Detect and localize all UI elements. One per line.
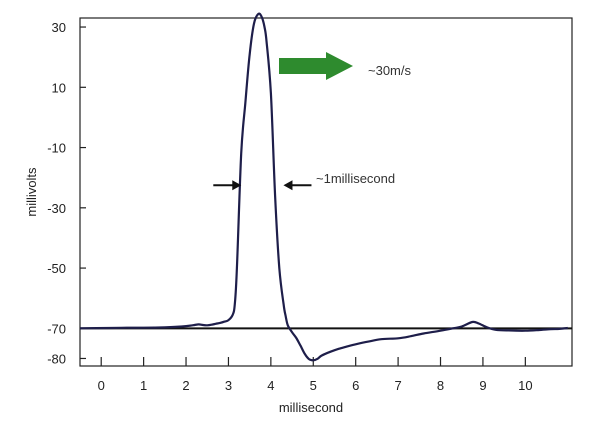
- x-tick-label: 4: [267, 378, 274, 393]
- x-tick-label: 3: [225, 378, 232, 393]
- x-tick-label: 2: [182, 378, 189, 393]
- x-tick-label: 8: [437, 378, 444, 393]
- x-tick-label: 5: [310, 378, 317, 393]
- plot-frame: [79, 17, 573, 367]
- width-arrows: [213, 180, 312, 191]
- x-tick-label: 6: [352, 378, 359, 393]
- velocity-annotation: ~30m/s: [368, 63, 411, 78]
- y-tick-label: 30: [52, 20, 66, 35]
- arrow-right-icon: [232, 180, 242, 191]
- y-tick-label: 10: [52, 80, 66, 95]
- y-tick-label: -70: [47, 321, 66, 336]
- x-tick-label: 9: [479, 378, 486, 393]
- arrow-left-icon: [283, 180, 293, 191]
- x-tick-label: 0: [98, 378, 105, 393]
- series-line: [79, 12, 568, 362]
- x-tick-label: 1: [140, 378, 147, 393]
- y-tick-label: -80: [47, 351, 66, 366]
- x-tick-label: 7: [394, 378, 401, 393]
- propagation-arrow-icon: [279, 52, 353, 80]
- width-annotation: ~1millisecond: [316, 171, 395, 186]
- x-axis-ticks: 0 1 2 3 4 5 6 7 8 9 10: [98, 357, 533, 393]
- y-tick-label: -30: [47, 201, 66, 216]
- y-axis-title: millivolts: [24, 167, 39, 217]
- x-tick-label: 10: [518, 378, 532, 393]
- x-axis-title: millisecond: [279, 400, 343, 415]
- y-tick-label: -50: [47, 261, 66, 276]
- y-tick-label: -10: [47, 141, 66, 156]
- y-axis-ticks: 30 10 -10 -30 -50 -70 -80: [47, 20, 86, 366]
